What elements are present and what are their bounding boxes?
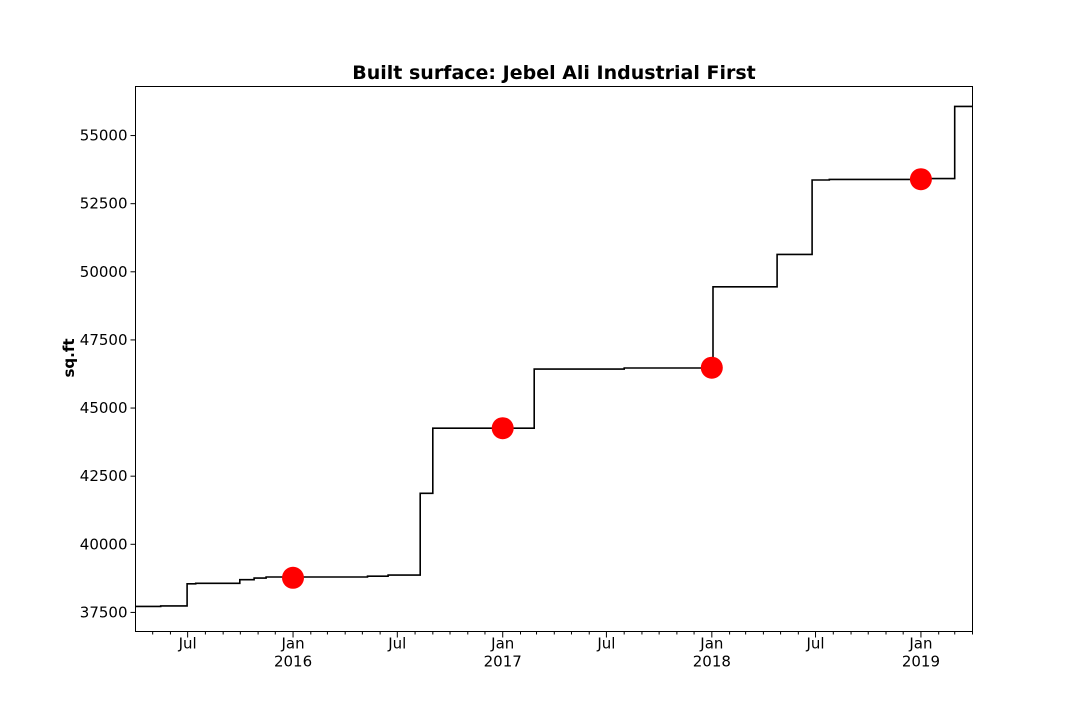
plot-area: [135, 105, 973, 608]
x-tick-label: Jul: [178, 635, 197, 653]
y-tick-label: 52500: [80, 195, 128, 213]
chart-title: Built surface: Jebel Ali Industrial Firs…: [352, 62, 756, 84]
y-tick-label: 45000: [80, 399, 128, 417]
x-tick-label: Jan: [908, 635, 932, 653]
series-line: [135, 105, 973, 608]
data-point-marker: [491, 417, 514, 440]
y-tick-label: 40000: [80, 535, 128, 553]
x-tick-year-label: 2016: [274, 653, 312, 671]
x-tick-label: Jan: [699, 635, 723, 653]
data-point-marker: [700, 356, 723, 379]
x-tick-label: Jul: [596, 635, 615, 653]
x-tick-year-label: 2017: [484, 653, 522, 671]
x-tick-label: Jan: [490, 635, 514, 653]
x-tick-label: Jul: [805, 635, 824, 653]
data-point-marker: [282, 566, 304, 589]
y-tick-label: 42500: [80, 467, 128, 485]
y-tick-label: 50000: [80, 263, 128, 281]
axes: 37500 40000 42500 45000 47500 50000 52500 55000…: [80, 127, 973, 671]
x-tick-year-label: 2019: [902, 653, 940, 671]
y-tick-label: 47500: [80, 331, 128, 349]
y-tick-label: 37500: [80, 603, 128, 621]
x-tick-label: Jul: [387, 635, 406, 653]
x-tick-year-label: 2018: [693, 653, 731, 671]
y-tick-label: 55000: [80, 127, 128, 145]
plot-frame: [135, 86, 973, 632]
data-point-marker: [909, 168, 932, 191]
y-axis-label: sq.ft: [60, 338, 78, 377]
x-tick-label: Jan: [280, 635, 304, 653]
